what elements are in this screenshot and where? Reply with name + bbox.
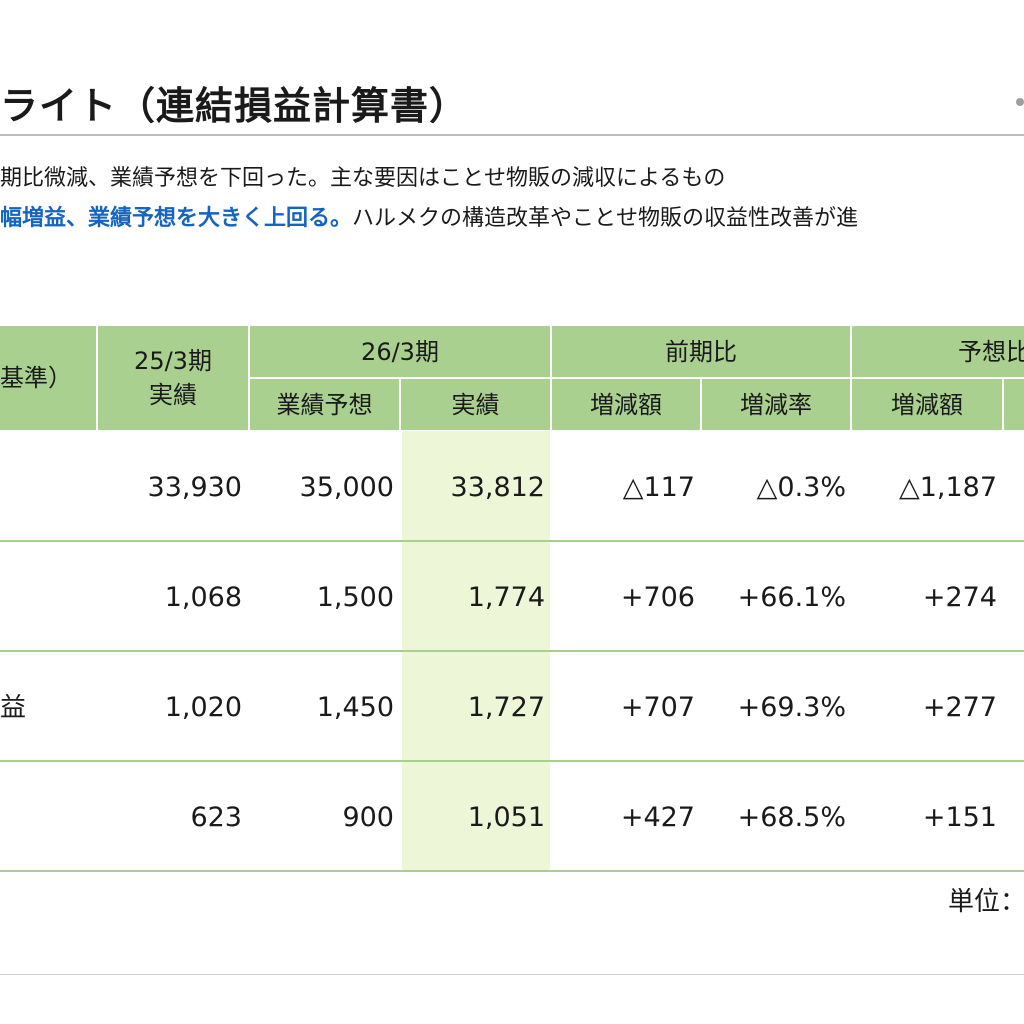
- header-current-actual: 実績: [401, 379, 550, 430]
- row-separator: [0, 540, 1024, 542]
- summary-line-2-rest: ハルメクの構造改革やことせ物販の収益性改善が進: [352, 206, 859, 231]
- cell-forecast-diff: △1,187: [898, 472, 997, 503]
- cell-forecast-diff: +274: [922, 582, 997, 613]
- footer-divider: [0, 974, 1024, 975]
- cell-actual: 1,774: [467, 582, 545, 613]
- cell-yoy-rate: +66.1%: [737, 582, 846, 613]
- cell-yoy-diff: +706: [620, 582, 695, 613]
- cell-actual: 1,051: [467, 802, 545, 833]
- summary-line-2: 幅増益、業績予想を大きく上回る。ハルメクの構造改革やことせ物販の収益性改善が進: [0, 202, 858, 236]
- header-item: 基準）: [0, 326, 96, 430]
- cell-actual: 33,812: [450, 472, 545, 503]
- header-prev-year-actual: 実績: [149, 381, 197, 409]
- cell-prev: 33,930: [147, 472, 242, 503]
- header-current-forecast: 業績予想: [250, 379, 399, 430]
- unit-label: 単位：: [948, 887, 1024, 917]
- header-forecast-rate: [1004, 379, 1024, 430]
- title-divider: [0, 134, 1024, 136]
- header-yoy-diff: 増減額: [552, 379, 700, 430]
- header-forecast-comparison: 予想比: [852, 326, 1024, 377]
- header-item-label: 基準）: [0, 364, 72, 392]
- cell-forecast-diff: +277: [922, 692, 997, 723]
- corner-mark: [1016, 98, 1024, 106]
- cell-yoy-diff: +427: [620, 802, 695, 833]
- row-separator: [0, 760, 1024, 762]
- cell-forecast: 1,450: [316, 692, 394, 723]
- row-separator: [0, 870, 1024, 872]
- header-prev-year: 25/3期 実績: [98, 326, 248, 430]
- row-label: 益: [0, 693, 27, 723]
- cell-forecast: 1,500: [316, 582, 394, 613]
- summary-line-1: 期比微減、業績予想を下回った。主な要因はことせ物販の減収によるもの: [0, 166, 726, 191]
- cell-yoy-diff: +707: [620, 692, 695, 723]
- header-forecast-diff: 増減額: [852, 379, 1002, 430]
- header-yoy: 前期比: [552, 326, 850, 377]
- cell-yoy-rate: △0.3%: [756, 472, 846, 503]
- cell-yoy-rate: +69.3%: [737, 692, 846, 723]
- cell-prev: 1,020: [164, 692, 242, 723]
- cell-forecast-diff: +151: [922, 802, 997, 833]
- cell-yoy-diff: △117: [622, 472, 695, 503]
- header-current-year: 26/3期: [250, 326, 550, 377]
- cell-prev: 623: [190, 802, 242, 833]
- row-separator: [0, 650, 1024, 652]
- cell-forecast: 35,000: [299, 472, 394, 503]
- summary-highlight: 幅増益、業績予想を大きく上回る。: [0, 206, 353, 231]
- header-prev-year-period: 25/3期: [134, 347, 212, 375]
- header-yoy-rate: 増減率: [702, 379, 850, 430]
- cell-yoy-rate: +68.5%: [737, 802, 846, 833]
- cell-actual: 1,727: [467, 692, 545, 723]
- cell-forecast: 900: [342, 802, 394, 833]
- cell-prev: 1,068: [164, 582, 242, 613]
- page-title: ライト（連結損益計算書）: [0, 84, 469, 128]
